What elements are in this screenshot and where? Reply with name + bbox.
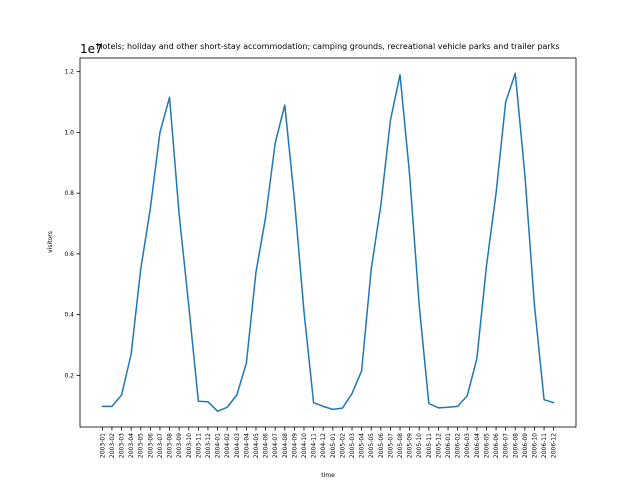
x-tick-label: 2005-09 xyxy=(407,433,414,458)
x-tick-label: 2003-03 xyxy=(119,433,126,458)
y-tick-label: 0.6 xyxy=(64,251,74,258)
x-tick-label: 2005-11 xyxy=(426,433,433,458)
series-line xyxy=(101,72,555,412)
x-axis-label: time xyxy=(321,472,335,479)
x-tick-label: 2003-02 xyxy=(109,433,116,458)
x-tick-label: 2006-09 xyxy=(522,433,529,458)
x-tick-label: 2005-12 xyxy=(435,433,442,458)
x-tick-label: 2005-07 xyxy=(387,433,394,458)
x-tick-label: 2006-06 xyxy=(493,433,500,458)
x-tick-label: 2006-04 xyxy=(474,433,481,458)
x-tick-label: 2006-08 xyxy=(512,433,519,458)
x-tick-label: 2006-12 xyxy=(551,433,558,458)
y-tick-label: 1.0 xyxy=(64,129,74,136)
x-tick-label: 2004-03 xyxy=(234,433,241,458)
x-tick-label: 2006-07 xyxy=(503,433,510,458)
x-tick-label: 2004-09 xyxy=(291,433,298,458)
y-tick-label: 0.2 xyxy=(64,372,74,379)
x-tick-label: 2004-04 xyxy=(243,433,250,458)
x-tick-label: 2004-10 xyxy=(301,433,308,458)
y-axis-label: visitors xyxy=(47,231,54,253)
x-tick-label: 2006-01 xyxy=(445,433,452,458)
x-tick-label: 2003-08 xyxy=(167,433,174,458)
series-layer xyxy=(101,72,555,412)
x-tick-label: 2003-07 xyxy=(157,433,164,458)
x-tick-label: 2003-05 xyxy=(138,433,145,458)
x-tick-label: 2004-02 xyxy=(224,433,231,458)
x-tick-label: 2006-11 xyxy=(541,433,548,458)
x-tick-label: 2003-09 xyxy=(176,433,183,458)
x-tick-label: 2004-05 xyxy=(253,433,260,458)
y-axis-offset-label: 1e7 xyxy=(80,42,103,56)
x-tick-label: 2003-04 xyxy=(128,433,135,458)
x-tick-label: 2006-03 xyxy=(464,433,471,458)
x-tick-label: 2004-12 xyxy=(320,433,327,458)
x-tick-label: 2004-11 xyxy=(311,433,318,458)
x-tick-label: 2003-10 xyxy=(186,433,193,458)
x-tick-label: 2004-01 xyxy=(215,433,222,458)
x-tick-label: 2003-11 xyxy=(195,433,202,458)
x-tick-label: 2004-07 xyxy=(272,433,279,458)
y-tick-label: 1.2 xyxy=(64,69,74,76)
x-tick-label: 2004-08 xyxy=(282,433,289,458)
x-tick-label: 2006-05 xyxy=(483,433,490,458)
y-tick-label: 0.8 xyxy=(64,190,74,197)
y-tick-label: 0.4 xyxy=(64,312,74,319)
x-tick-label: 2005-05 xyxy=(368,433,375,458)
x-tick-label: 2005-01 xyxy=(330,433,337,458)
x-tick-label: 2003-06 xyxy=(147,433,154,458)
x-tick-label: 2005-08 xyxy=(397,433,404,458)
x-tick-label: 2005-02 xyxy=(339,433,346,458)
x-tick-label: 2005-04 xyxy=(359,433,366,458)
chart-title: Hotels; holiday and other short-stay acc… xyxy=(96,42,559,51)
x-axis-ticks: 2003-01 2003-02 2003-03 2003-04 2003-05 2003-… xyxy=(99,427,558,458)
x-tick-label: 2006-02 xyxy=(455,433,462,458)
y-axis-ticks: 0.2 0.4 0.6 0.8 1.0 1.2 xyxy=(64,69,80,379)
x-tick-label: 2003-12 xyxy=(205,433,212,458)
x-tick-label: 2004-06 xyxy=(263,433,270,458)
x-tick-label: 2003-01 xyxy=(99,433,106,458)
x-tick-label: 2005-03 xyxy=(349,433,356,458)
x-tick-label: 2005-10 xyxy=(416,433,423,458)
plot-area-frame xyxy=(79,57,577,428)
x-tick-label: 2005-06 xyxy=(378,433,385,458)
x-tick-label: 2006-10 xyxy=(531,433,538,458)
